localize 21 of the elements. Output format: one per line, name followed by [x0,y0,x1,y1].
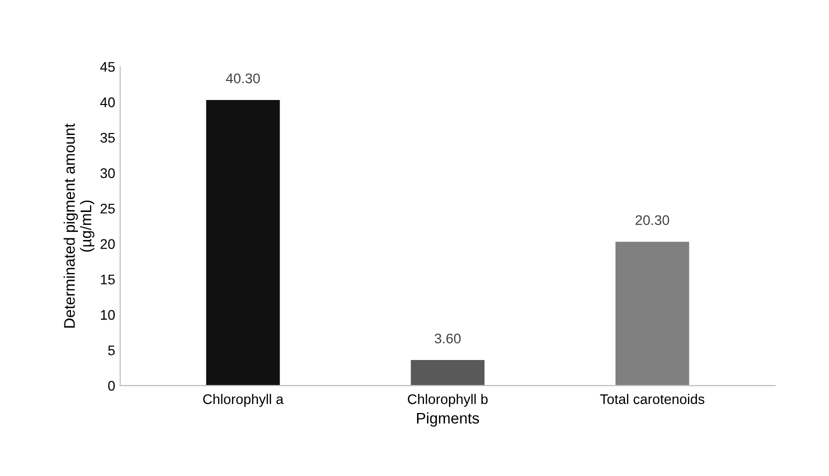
x-tick-label: Total carotenoids [600,394,704,404]
y-tick-label: 35 [100,132,115,143]
y-tick-label: 0 [108,380,115,391]
y-tick-label: 15 [100,274,115,284]
x-axis-title: Pigments [417,412,479,427]
y-axis-title: Determinated pigment amount (µg/mL) [64,123,94,328]
data-label: 3.60 [434,334,461,344]
y-tick-label: 20 [100,239,115,249]
y-tick-label: 45 [100,62,115,72]
data-label: 40.30 [226,73,260,84]
bar [615,242,690,386]
y-tick-label: 25 [100,204,115,214]
x-tick-label: Chlorophyll b [408,394,488,407]
y-tick-label: 30 [100,168,115,178]
data-label: 20.30 [636,215,670,226]
bar [410,360,484,386]
bar [206,100,280,386]
y-tick-label: 5 [108,346,115,356]
x-tick-label: Chlorophyll a [203,394,284,407]
y-tick-label: 40 [100,97,115,108]
y-tick-label: 10 [100,310,115,320]
